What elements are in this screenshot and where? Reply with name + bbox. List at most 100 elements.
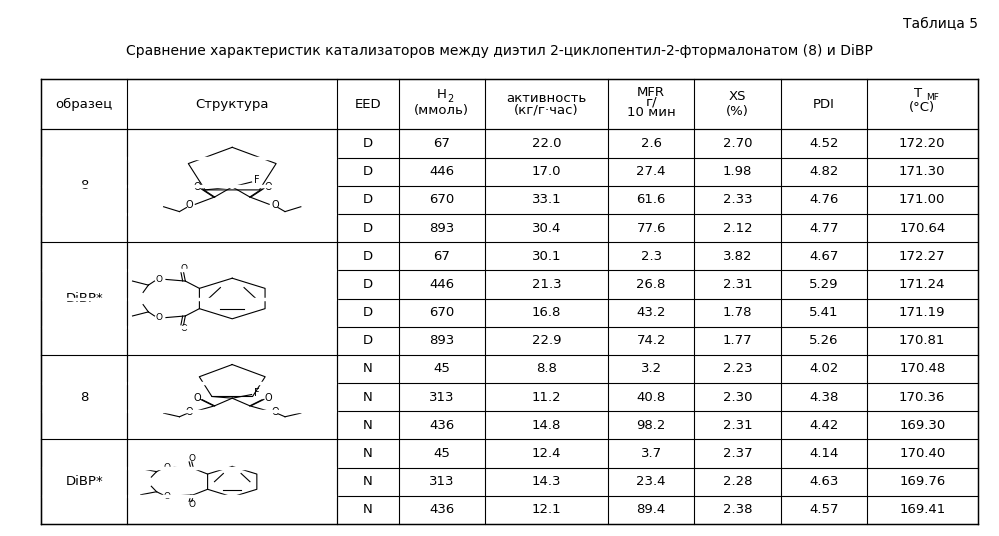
Text: 30.4: 30.4 [531,221,561,235]
Text: 45: 45 [434,447,451,460]
Text: 170.40: 170.40 [899,447,945,460]
Text: 67: 67 [434,250,451,263]
Text: 2.12: 2.12 [722,221,752,235]
Text: N: N [363,419,373,432]
Text: 8: 8 [80,179,89,192]
Text: H: H [437,88,447,101]
Text: 45: 45 [434,362,451,375]
Text: 4.57: 4.57 [809,503,838,516]
Text: 11.2: 11.2 [531,391,561,404]
Text: 313: 313 [429,391,455,404]
Text: 4.63: 4.63 [809,475,838,488]
Text: O: O [156,314,163,323]
Text: D: D [363,278,373,291]
Text: 14.3: 14.3 [531,475,561,488]
Text: 33.1: 33.1 [531,193,561,206]
Text: 4.52: 4.52 [809,137,838,150]
Text: O: O [188,455,195,463]
Text: 2.37: 2.37 [722,447,752,460]
Text: 170.48: 170.48 [899,362,945,375]
Text: 3.7: 3.7 [640,447,661,460]
Text: O: O [185,200,193,210]
Text: 170.36: 170.36 [899,391,945,404]
Text: 893: 893 [429,221,455,235]
Text: 4.14: 4.14 [809,447,838,460]
Text: Структура: Структура [196,98,269,110]
Text: D: D [363,137,373,150]
Text: 171.19: 171.19 [899,306,945,319]
Text: 170.64: 170.64 [899,221,945,235]
Text: 2.30: 2.30 [722,391,752,404]
Text: 4.42: 4.42 [809,419,838,432]
Text: 2.23: 2.23 [722,362,752,375]
Text: 22.0: 22.0 [531,137,561,150]
Text: 2.31: 2.31 [722,278,752,291]
Text: активность: активность [506,92,586,105]
Text: 313: 313 [429,475,455,488]
Text: N: N [363,503,373,516]
Text: 8.8: 8.8 [536,362,556,375]
Text: 14.8: 14.8 [531,419,561,432]
Text: 26.8: 26.8 [636,278,666,291]
Text: 12.1: 12.1 [531,503,561,516]
Text: 4.38: 4.38 [809,391,838,404]
Text: 2.38: 2.38 [722,503,752,516]
Text: MFR: MFR [637,86,665,99]
Text: DiBP*: DiBP* [66,292,103,305]
Text: N: N [363,447,373,460]
Text: 171.24: 171.24 [899,278,945,291]
Text: O: O [188,500,195,509]
Text: D: D [363,221,373,235]
Text: O: O [265,393,272,403]
Text: T: T [914,87,922,100]
Text: 169.41: 169.41 [899,503,945,516]
Text: 16.8: 16.8 [531,306,561,319]
Text: 17.0: 17.0 [531,165,561,178]
Text: DiBP*: DiBP* [66,475,103,488]
Text: Таблица 5: Таблица 5 [903,17,978,32]
Text: 3.2: 3.2 [640,362,661,375]
Text: 4.77: 4.77 [809,221,838,235]
Text: D: D [363,250,373,263]
Text: 5.29: 5.29 [809,278,838,291]
Text: 446: 446 [430,165,455,178]
Text: 169.76: 169.76 [899,475,945,488]
Text: 3.82: 3.82 [722,250,752,263]
Text: 2.3: 2.3 [640,250,661,263]
Text: O: O [272,200,279,210]
Text: 5.26: 5.26 [809,334,838,347]
Text: O: O [272,407,279,417]
Text: 172.27: 172.27 [899,250,945,263]
Text: 170.81: 170.81 [899,334,945,347]
Text: 10 мин: 10 мин [626,106,675,119]
Text: 8: 8 [80,391,89,404]
Text: 446: 446 [430,278,455,291]
Text: N: N [363,475,373,488]
Text: 43.2: 43.2 [636,306,666,319]
Text: O: O [185,407,193,417]
Text: 2.6: 2.6 [640,137,661,150]
Text: D: D [363,193,373,206]
Text: D: D [363,165,373,178]
Text: 89.4: 89.4 [636,503,665,516]
Text: 670: 670 [429,306,455,319]
Text: 4.76: 4.76 [809,193,838,206]
Text: (кг/г·час): (кг/г·час) [514,104,578,117]
Text: 22.9: 22.9 [531,334,561,347]
Text: 4.67: 4.67 [809,250,838,263]
Text: 171.30: 171.30 [899,165,945,178]
Text: N: N [363,362,373,375]
Text: O: O [180,324,187,333]
Text: 77.6: 77.6 [636,221,666,235]
Text: 2.31: 2.31 [722,419,752,432]
Text: 2.28: 2.28 [722,475,752,488]
Text: O: O [193,182,201,192]
Text: 171.00: 171.00 [899,193,945,206]
Text: O: O [164,463,171,472]
Text: F: F [254,175,260,185]
Text: 436: 436 [429,503,455,516]
Text: 27.4: 27.4 [636,165,666,178]
Text: 1.98: 1.98 [722,165,752,178]
Text: 169.30: 169.30 [899,419,945,432]
Text: 1.77: 1.77 [722,334,752,347]
